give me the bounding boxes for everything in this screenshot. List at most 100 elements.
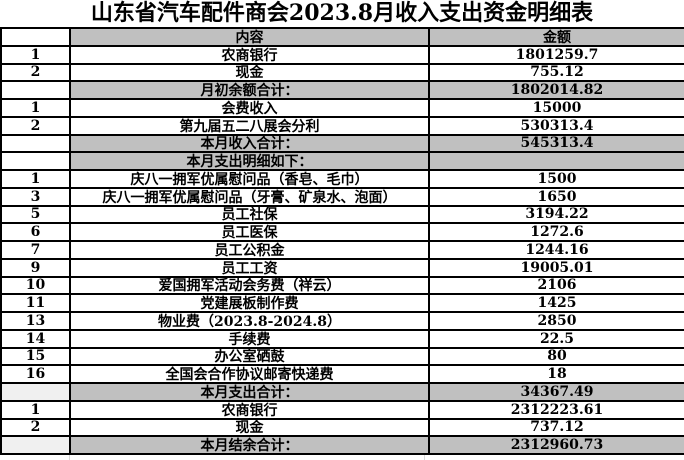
row-index-cell: 1 bbox=[2, 100, 71, 116]
row-label-cell: 员工公积金 bbox=[71, 242, 430, 258]
table-row: 7 员工公积金 1244.16 bbox=[2, 242, 684, 260]
row-amount-cell: 1500 bbox=[537, 171, 577, 187]
row-amount-cell: 80 bbox=[547, 348, 567, 365]
row-label-cell: 全国会合作协议邮寄快递费 bbox=[71, 366, 430, 382]
row-label-cell: 会费收入 bbox=[71, 100, 430, 116]
row-amount-cell: 2106 bbox=[537, 277, 577, 294]
row-amount-cell: 755.12 bbox=[530, 64, 584, 81]
row-label-cell: 物业费（2023.8-2024.8） bbox=[71, 313, 430, 329]
row-amount-cell: 2312960.73 bbox=[430, 437, 684, 453]
row-amount-cell: 1802014.82 bbox=[430, 82, 684, 98]
row-amount-cell: 1272.6 bbox=[530, 224, 584, 240]
row-index-cell: 2 bbox=[2, 64, 71, 81]
summary-row-monthly-expense: 本月支出合计： 34367.49 bbox=[2, 384, 684, 402]
row-index-cell bbox=[2, 82, 71, 98]
col-header-amount: 金额 bbox=[430, 29, 684, 45]
row-index-cell: 11 bbox=[2, 295, 71, 311]
row-index-cell bbox=[2, 135, 71, 152]
row-label-cell: 月初余额合计： bbox=[71, 82, 430, 98]
row-amount-cell: 530313.4 bbox=[520, 117, 594, 134]
row-amount-cell bbox=[430, 153, 684, 169]
gridline-stub bbox=[69, 455, 70, 460]
row-label-cell: 现金 bbox=[71, 64, 430, 81]
row-index-cell: 1 bbox=[2, 171, 71, 187]
row-index-cell: 16 bbox=[2, 366, 71, 382]
row-label-cell: 农商银行 bbox=[71, 46, 430, 63]
row-amount-cell: 737.12 bbox=[530, 419, 584, 436]
table-row: 5 员工社保 3194.22 bbox=[2, 206, 684, 225]
row-label-cell: 第九届五二八展会分利 bbox=[71, 117, 430, 134]
row-label-cell: 本月支出合计： bbox=[71, 384, 430, 400]
summary-row-closing-balance: 本月结余合计： 2312960.73 bbox=[2, 437, 684, 455]
row-amount-cell: 22.5 bbox=[539, 330, 575, 347]
table-row: 14 手续费 22.5 bbox=[2, 330, 684, 349]
row-amount-cell: 19005.01 bbox=[520, 259, 594, 276]
table-row: 2 现金 737.12 bbox=[2, 419, 684, 438]
row-index-cell bbox=[2, 437, 71, 453]
page-title: 山东省汽车配件商会2023.8月收入支出资金明细表 bbox=[90, 0, 594, 26]
row-amount-cell: 15000 bbox=[532, 100, 582, 116]
table-row: 13 物业费（2023.8-2024.8） 2850 bbox=[2, 313, 684, 331]
table-row: 1 会费收入 15000 bbox=[2, 100, 684, 118]
row-index-cell: 1 bbox=[2, 401, 71, 418]
row-index-cell: 10 bbox=[2, 277, 71, 294]
row-amount-cell: 1801259.7 bbox=[515, 46, 599, 63]
row-amount-cell: 2312223.61 bbox=[510, 401, 604, 418]
row-label-cell: 爱国拥军活动会务费（祥云） bbox=[71, 277, 430, 294]
row-label-cell: 员工社保 bbox=[71, 206, 430, 223]
row-amount-cell: 545313.4 bbox=[430, 135, 684, 152]
summary-row-opening-balance: 月初余额合计： 1802014.82 bbox=[2, 82, 684, 100]
row-amount-cell: 2850 bbox=[537, 313, 577, 329]
row-amount-cell: 18 bbox=[547, 366, 567, 382]
row-amount-cell: 1244.16 bbox=[525, 242, 589, 258]
table-row: 9 员工工资 19005.01 bbox=[2, 259, 684, 278]
header-index-cell bbox=[2, 29, 71, 45]
row-index-cell: 1 bbox=[2, 46, 71, 63]
table-row: 6 员工医保 1272.6 bbox=[2, 224, 684, 242]
row-index-cell: 15 bbox=[2, 348, 71, 365]
table-header-row: 内容 金额 bbox=[2, 29, 684, 47]
row-index-cell bbox=[2, 384, 71, 400]
row-index-cell: 5 bbox=[2, 206, 71, 223]
table: 内容 金额 1 农商银行 1801259.7 2 现金 755.12 月初余额合… bbox=[0, 27, 684, 455]
row-label-cell: 员工医保 bbox=[71, 224, 430, 240]
row-index-cell: 14 bbox=[2, 330, 71, 347]
row-amount-cell: 1650 bbox=[537, 188, 577, 205]
row-label-cell: 办公室硒鼓 bbox=[71, 348, 430, 365]
table-row: 10 爱国拥军活动会务费（祥云） 2106 bbox=[2, 277, 684, 296]
gridline-stub bbox=[424, 455, 425, 460]
row-index-cell bbox=[2, 153, 71, 169]
row-index-cell: 3 bbox=[2, 188, 71, 205]
table-row: 11 党建展板制作费 1425 bbox=[2, 295, 684, 313]
row-label-cell: 农商银行 bbox=[71, 401, 430, 418]
row-amount-cell: 34367.49 bbox=[430, 384, 684, 400]
row-label-cell: 现金 bbox=[71, 419, 430, 436]
row-amount-cell: 3194.22 bbox=[525, 206, 589, 223]
table-row: 16 全国会合作协议邮寄快递费 18 bbox=[2, 366, 684, 384]
table-row: 2 第九届五二八展会分利 530313.4 bbox=[2, 117, 684, 136]
row-index-cell: 2 bbox=[2, 419, 71, 436]
table-row: 1 农商银行 2312223.61 bbox=[2, 401, 684, 420]
row-label-cell: 本月收入合计： bbox=[71, 135, 430, 152]
row-index-cell: 13 bbox=[2, 313, 71, 329]
col-header-content: 内容 bbox=[71, 29, 430, 45]
row-label-cell: 手续费 bbox=[71, 330, 430, 347]
table-row: 1 农商银行 1801259.7 bbox=[2, 46, 684, 65]
section-row-expense-details: 本月支出明细如下： bbox=[2, 153, 684, 171]
row-index-cell: 6 bbox=[2, 224, 71, 240]
grid-margin bbox=[0, 455, 684, 460]
table-row: 2 现金 755.12 bbox=[2, 64, 684, 83]
row-amount-cell: 1425 bbox=[537, 295, 577, 311]
row-label-cell: 员工工资 bbox=[71, 259, 430, 276]
row-label-cell: 党建展板制作费 bbox=[71, 295, 430, 311]
row-label-cell: 庆八一拥军优属慰问品（香皂、毛巾） bbox=[71, 171, 430, 187]
table-row: 1 庆八一拥军优属慰问品（香皂、毛巾） 1500 bbox=[2, 171, 684, 189]
row-label-cell: 本月支出明细如下： bbox=[71, 153, 430, 169]
row-index-cell: 9 bbox=[2, 259, 71, 276]
row-label-cell: 本月结余合计： bbox=[71, 437, 430, 453]
row-label-cell: 庆八一拥军优属慰问品（牙膏、矿泉水、泡面） bbox=[71, 188, 430, 205]
table-row: 15 办公室硒鼓 80 bbox=[2, 348, 684, 367]
summary-row-monthly-income: 本月收入合计： 545313.4 bbox=[2, 135, 684, 154]
table-row: 3 庆八一拥军优属慰问品（牙膏、矿泉水、泡面） 1650 bbox=[2, 188, 684, 207]
